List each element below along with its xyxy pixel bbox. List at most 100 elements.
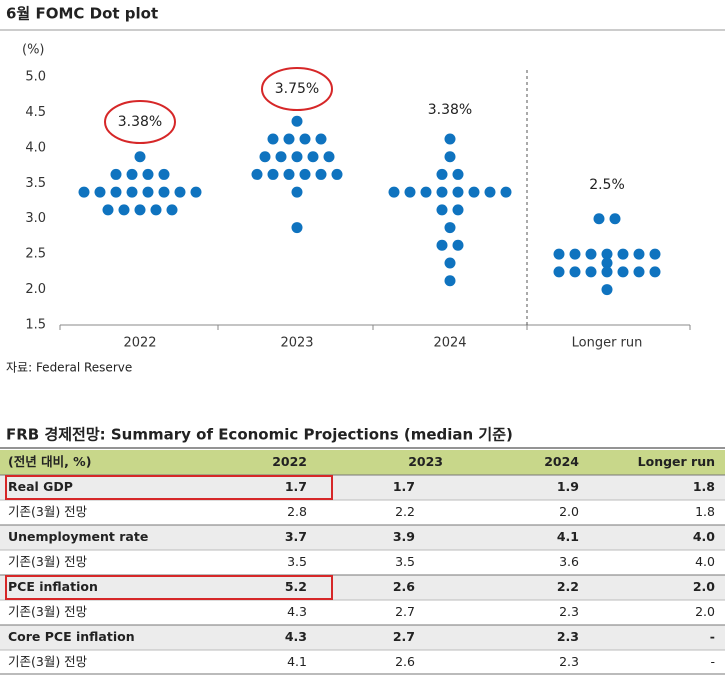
dot <box>142 186 154 198</box>
dot <box>134 204 146 216</box>
dot <box>110 186 122 198</box>
dot <box>94 186 106 198</box>
median-label: 3.38% <box>428 102 472 118</box>
dot <box>444 275 456 287</box>
dot <box>452 186 464 198</box>
dot <box>142 168 154 180</box>
highlight-box <box>5 475 333 500</box>
table-cell: 3.5 <box>395 554 415 569</box>
source: 자료: Federal Reserve <box>6 361 132 375</box>
table-cell: 4.1 <box>287 654 307 669</box>
table-cell: 2.0 <box>695 604 715 619</box>
y-tick-label: 1.5 <box>25 318 46 333</box>
dot <box>291 151 303 163</box>
dot <box>500 186 512 198</box>
dot <box>569 248 581 260</box>
dot <box>315 168 327 180</box>
y-tick-label: 3.0 <box>25 211 46 226</box>
table-cell: - <box>710 654 715 669</box>
dot <box>444 257 456 269</box>
dot <box>259 151 271 163</box>
dot <box>158 168 170 180</box>
dot <box>444 151 456 163</box>
highlight-circle <box>261 67 333 111</box>
dot <box>553 266 565 278</box>
dot <box>126 186 138 198</box>
dot <box>267 168 279 180</box>
table-cell: 2.3 <box>559 654 579 669</box>
table-cell: 2.7 <box>395 604 415 619</box>
dot <box>299 168 311 180</box>
dot <box>299 133 311 145</box>
dot <box>158 186 170 198</box>
table-cell: Real GDP <box>8 479 73 494</box>
y-tick-label: 5.0 <box>25 70 46 85</box>
dot <box>126 168 138 180</box>
dot <box>315 133 327 145</box>
dot <box>291 186 303 198</box>
median-label: 3.38% <box>118 114 162 130</box>
table-cell: Core PCE inflation <box>8 629 135 644</box>
table-cell: 2.3 <box>557 629 579 644</box>
dot <box>283 133 295 145</box>
dot <box>601 248 613 260</box>
table-cell: 기존(3월) 전망 <box>8 504 88 519</box>
dot <box>649 266 661 278</box>
dot <box>553 248 565 260</box>
table-cell: 2.3 <box>559 604 579 619</box>
dot <box>190 186 202 198</box>
table-cell: 기존(3월) 전망 <box>8 604 88 619</box>
dot <box>444 133 456 145</box>
dot <box>118 204 130 216</box>
x-tick-label: 2023 <box>280 336 313 351</box>
dot <box>569 266 581 278</box>
header-cell: 2024 <box>544 454 579 469</box>
dot <box>420 186 432 198</box>
table-title: FRB 경제전망: Summary of Economic Projection… <box>6 426 513 444</box>
dot <box>307 151 319 163</box>
table-cell: Unemployment rate <box>8 529 148 544</box>
y-tick-label: 3.5 <box>25 176 46 191</box>
chart-title: 6월 FOMC Dot plot <box>6 5 158 23</box>
row-bg <box>0 575 725 600</box>
table-cell: 1.8 <box>693 479 715 494</box>
table-cell: 1.7 <box>393 479 415 494</box>
table-cell: 2.8 <box>287 504 307 519</box>
dot <box>174 186 186 198</box>
header-cell: (전년 대비, %) <box>8 454 91 469</box>
table-cell: 2.0 <box>559 504 579 519</box>
dot <box>291 222 303 234</box>
x-tick-label: Longer run <box>572 336 643 351</box>
highlight-box <box>5 575 333 600</box>
dot <box>585 248 597 260</box>
dot <box>150 204 162 216</box>
dot <box>436 168 448 180</box>
header-cell: 2023 <box>408 454 443 469</box>
dot <box>166 204 178 216</box>
table-cell: 1.8 <box>695 504 715 519</box>
dot <box>593 213 605 225</box>
dot <box>649 248 661 260</box>
dot <box>404 186 416 198</box>
table-cell: 3.7 <box>285 529 307 544</box>
header-cell: Longer run <box>638 454 715 469</box>
y-axis-label: (%) <box>22 43 45 58</box>
dot <box>291 115 303 127</box>
table-cell: PCE inflation <box>8 579 98 594</box>
dot <box>331 168 343 180</box>
median-label: 3.75% <box>275 81 319 97</box>
table-cell: 4.1 <box>557 529 579 544</box>
dot <box>251 168 263 180</box>
x-tick-label: 2022 <box>123 336 156 351</box>
table-cell: 1.9 <box>557 479 579 494</box>
table-cell: 기존(3월) 전망 <box>8 654 88 669</box>
table-cell: 2.6 <box>393 579 415 594</box>
dot <box>110 168 122 180</box>
dot <box>275 151 287 163</box>
table-cell: 2.2 <box>395 504 415 519</box>
dot <box>633 266 645 278</box>
table-cell: 2.2 <box>557 579 579 594</box>
dot <box>617 266 629 278</box>
dot <box>452 204 464 216</box>
